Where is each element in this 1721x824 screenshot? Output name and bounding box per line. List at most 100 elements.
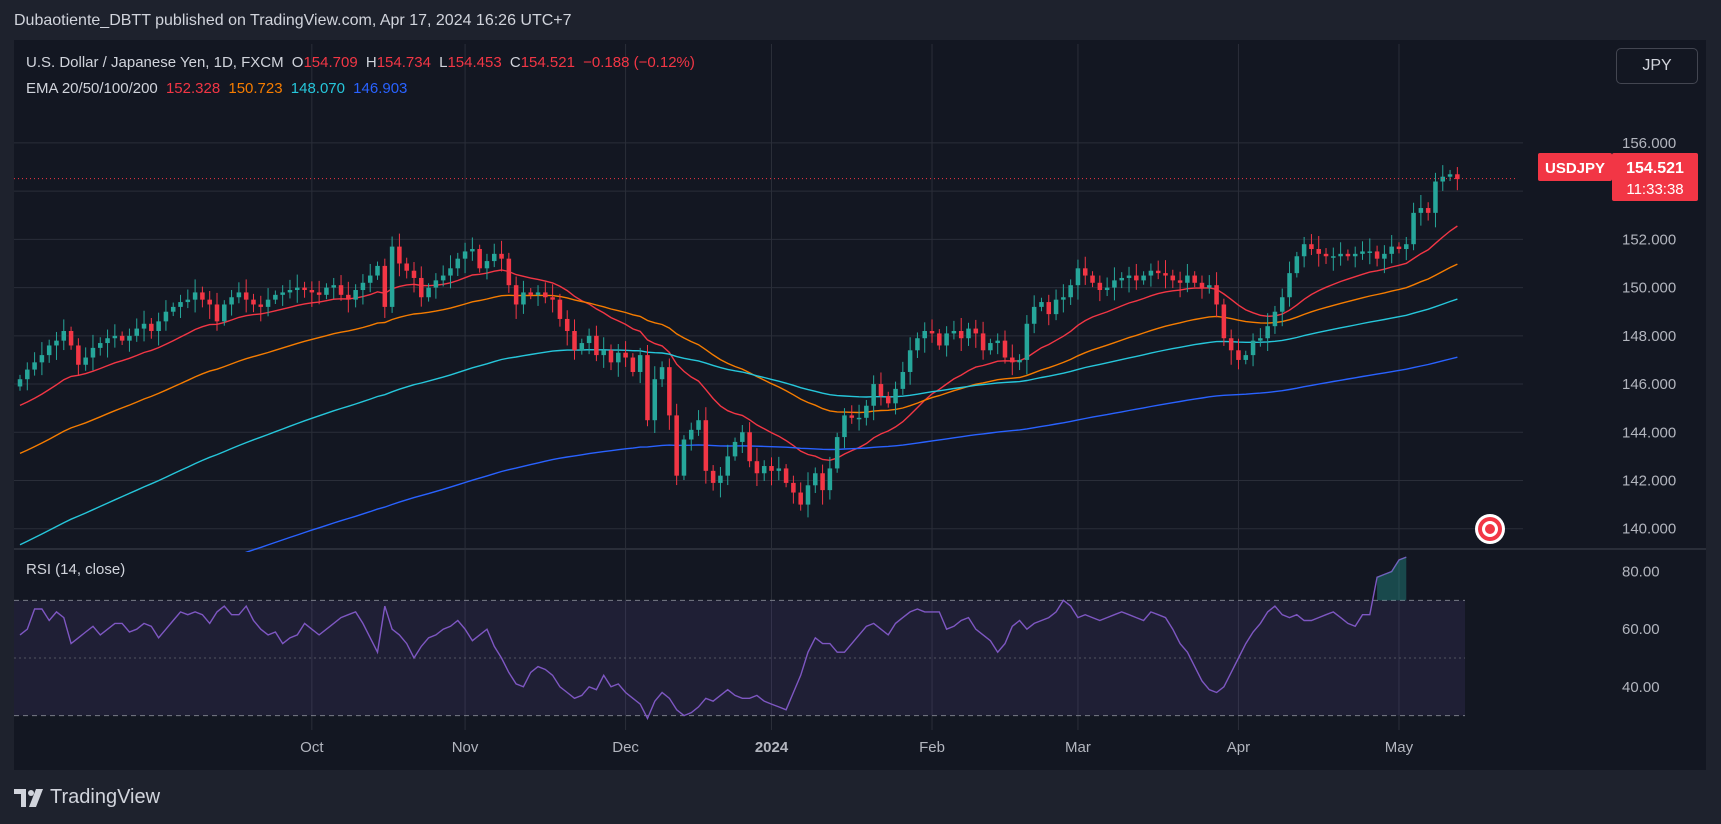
- candle-body: [1294, 256, 1300, 274]
- candle: [1294, 251, 1300, 278]
- candle-body: [1163, 273, 1168, 276]
- currency-button[interactable]: JPY: [1616, 48, 1698, 84]
- candle: [1433, 172, 1438, 228]
- candle: [54, 331, 59, 360]
- candle: [1010, 344, 1015, 376]
- candle-body: [17, 379, 23, 387]
- candle: [1046, 294, 1052, 326]
- tradingview-logo[interactable]: TradingView: [14, 786, 160, 809]
- candle-body: [76, 345, 81, 365]
- candle-body: [1228, 338, 1234, 351]
- candle-body: [1097, 282, 1103, 291]
- candle-body: [1170, 275, 1176, 281]
- candle: [995, 333, 1000, 355]
- candle: [623, 341, 628, 367]
- candle: [382, 258, 388, 318]
- symbol-info: U.S. Dollar / Japanese Yen, 1D, FXCM: [26, 54, 284, 71]
- candle: [1039, 297, 1044, 312]
- candle-body: [404, 263, 409, 271]
- candle: [1061, 284, 1066, 313]
- candle: [119, 331, 125, 345]
- candle-body: [1360, 251, 1365, 254]
- candle-body: [667, 367, 672, 416]
- time-tick-label: 2024: [755, 739, 789, 756]
- candle-body: [353, 290, 358, 300]
- high-label: H: [365, 54, 377, 71]
- candle: [776, 456, 782, 481]
- candle-body: [185, 299, 191, 303]
- candle-body: [681, 439, 687, 476]
- candle-body: [1148, 270, 1154, 276]
- candle-body: [1214, 285, 1219, 305]
- candle: [163, 300, 169, 331]
- candle: [572, 319, 577, 360]
- candle-body: [1272, 311, 1278, 327]
- candle-body: [564, 318, 570, 331]
- candle-body: [1039, 302, 1044, 307]
- candle-body: [842, 415, 847, 438]
- candle-body: [907, 350, 913, 372]
- candle-body: [236, 292, 242, 298]
- candle: [214, 292, 220, 331]
- candle: [645, 344, 650, 427]
- candle: [813, 467, 818, 494]
- candle-body: [97, 343, 103, 348]
- candle-body: [659, 367, 665, 380]
- candle: [411, 262, 417, 293]
- candle-body: [710, 470, 716, 483]
- candle-body: [1367, 251, 1373, 253]
- price-tick-label: 152.000: [1622, 231, 1676, 248]
- candle-body: [688, 429, 694, 440]
- candle: [404, 257, 409, 279]
- candle: [229, 290, 234, 316]
- candle-body: [754, 461, 760, 474]
- candle: [491, 243, 497, 268]
- rsi-tick-label: 60.00: [1622, 621, 1660, 638]
- candle-body: [90, 347, 96, 358]
- candle-body: [703, 420, 709, 471]
- time-tick-label: Feb: [919, 739, 945, 756]
- time-tick-label: Mar: [1065, 739, 1091, 756]
- ema200-value: 146.903: [353, 80, 408, 97]
- candle-body: [1279, 297, 1285, 312]
- low-value: 154.453: [447, 54, 502, 71]
- candle: [710, 465, 716, 491]
- candle: [316, 280, 322, 305]
- candle: [1352, 246, 1358, 268]
- candle: [477, 244, 482, 273]
- candle-body: [1061, 297, 1066, 300]
- candle: [309, 281, 315, 307]
- candle: [1185, 263, 1190, 293]
- candle: [287, 279, 293, 299]
- candle: [805, 472, 811, 518]
- candle: [1112, 267, 1117, 301]
- candle: [1455, 167, 1460, 191]
- price-tick-label: 144.000: [1622, 424, 1676, 441]
- candle: [265, 288, 271, 317]
- candle-body: [696, 420, 701, 430]
- candle-body: [513, 285, 519, 305]
- candle-body: [112, 335, 118, 339]
- candle-body: [820, 473, 825, 491]
- ema50-line: [19, 263, 1458, 455]
- candle-body: [747, 432, 752, 462]
- candle: [885, 391, 891, 408]
- candle: [426, 283, 431, 302]
- candle-body: [484, 261, 490, 269]
- candle: [499, 240, 504, 272]
- candle-body: [915, 338, 920, 351]
- candle: [1331, 247, 1336, 271]
- chart-frame[interactable]: [14, 40, 1706, 770]
- candle: [1082, 256, 1088, 285]
- candle: [579, 338, 585, 355]
- candle-body: [1134, 275, 1139, 281]
- candle-body: [105, 338, 110, 344]
- candle-body: [1177, 280, 1183, 283]
- candle-body: [1104, 287, 1110, 291]
- candle: [1053, 289, 1059, 321]
- candle-body: [1316, 249, 1321, 254]
- candle-body: [178, 302, 183, 307]
- candle-body: [1075, 268, 1081, 286]
- candle: [608, 344, 614, 371]
